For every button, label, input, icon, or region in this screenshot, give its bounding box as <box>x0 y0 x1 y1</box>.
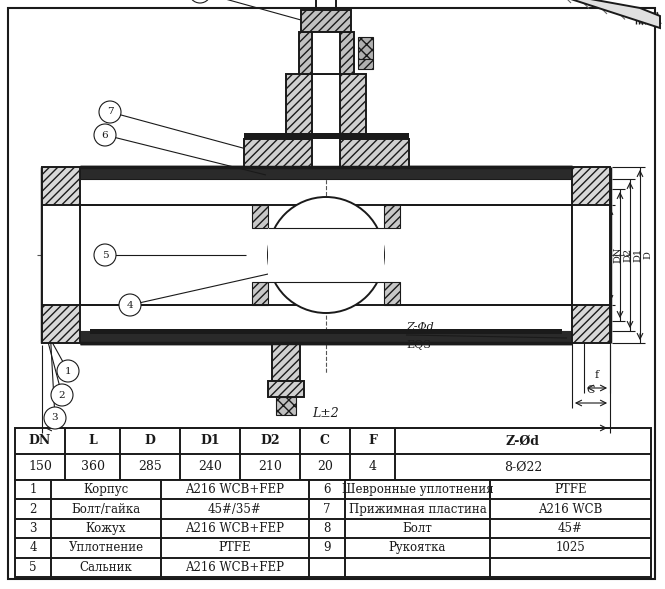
Bar <box>358 59 373 69</box>
Text: 240: 240 <box>198 461 222 474</box>
Bar <box>384 205 400 228</box>
Text: Прижимная пластина: Прижимная пластина <box>348 502 486 515</box>
Text: 3: 3 <box>29 522 37 535</box>
Bar <box>268 228 384 282</box>
Text: D1: D1 <box>200 435 220 448</box>
Bar <box>244 133 409 139</box>
Text: D: D <box>144 435 156 448</box>
Text: Рукоятка: Рукоятка <box>389 541 446 554</box>
Text: 9: 9 <box>323 541 331 554</box>
Bar <box>42 167 80 343</box>
Text: A216 WCB+FEP: A216 WCB+FEP <box>186 483 285 496</box>
Text: Кожух: Кожух <box>86 522 126 535</box>
Text: Сальник: Сальник <box>80 561 132 574</box>
Text: 7: 7 <box>323 502 331 515</box>
Text: 150: 150 <box>28 461 52 474</box>
Text: L±2: L±2 <box>313 407 339 420</box>
Text: f: f <box>595 370 599 380</box>
Text: D1: D1 <box>633 248 642 262</box>
Text: 3: 3 <box>52 413 59 422</box>
Text: 2: 2 <box>59 391 65 399</box>
Text: 4: 4 <box>368 461 376 474</box>
Text: 1: 1 <box>29 483 37 496</box>
Circle shape <box>119 294 141 316</box>
Text: A216 WCB: A216 WCB <box>538 502 602 515</box>
Bar <box>252 205 268 228</box>
Text: DN: DN <box>29 435 51 448</box>
Circle shape <box>99 101 121 123</box>
Text: 5: 5 <box>102 250 108 260</box>
Circle shape <box>57 360 79 382</box>
Text: 360: 360 <box>80 461 104 474</box>
Text: A216 WCB+FEP: A216 WCB+FEP <box>186 522 285 535</box>
Text: 20: 20 <box>317 461 333 474</box>
Bar <box>286 74 366 139</box>
Bar <box>572 205 610 305</box>
Bar <box>312 32 340 74</box>
Circle shape <box>268 197 384 313</box>
Bar <box>90 329 562 334</box>
Text: 285: 285 <box>138 461 162 474</box>
Text: 1025: 1025 <box>556 541 585 554</box>
Text: 2: 2 <box>29 502 37 515</box>
Text: 45#/35#: 45#/35# <box>208 502 262 515</box>
Bar <box>572 167 610 343</box>
Bar <box>15 480 651 577</box>
Bar <box>80 167 572 343</box>
Bar <box>301 10 351 32</box>
Text: D2: D2 <box>623 248 632 262</box>
Circle shape <box>94 124 116 146</box>
Text: Корпус: Корпус <box>83 483 128 496</box>
Circle shape <box>51 384 73 406</box>
Text: 6: 6 <box>102 131 108 140</box>
Bar <box>80 167 572 179</box>
Text: 8-Ø22: 8-Ø22 <box>504 461 542 474</box>
Text: Болт/гайка: Болт/гайка <box>71 502 140 515</box>
Text: C: C <box>587 385 595 395</box>
Text: Болт: Болт <box>402 522 432 535</box>
Bar <box>80 331 572 343</box>
Text: PTFE: PTFE <box>554 483 587 496</box>
Bar <box>276 397 296 415</box>
Bar <box>312 74 340 167</box>
Text: A216 WCB+FEP: A216 WCB+FEP <box>186 561 285 574</box>
Text: 4: 4 <box>127 300 133 309</box>
Polygon shape <box>305 0 660 28</box>
Text: 5: 5 <box>29 561 37 574</box>
Text: Шевронные уплотнения: Шевронные уплотнения <box>342 483 493 496</box>
Text: 1: 1 <box>65 366 71 376</box>
Circle shape <box>189 0 211 3</box>
Text: D: D <box>643 251 652 259</box>
Text: F: F <box>368 435 377 448</box>
Bar <box>252 282 268 305</box>
Text: PTFE: PTFE <box>219 541 251 554</box>
Text: 7: 7 <box>106 108 113 117</box>
Text: C: C <box>320 435 330 448</box>
Bar <box>42 205 80 305</box>
Bar <box>384 282 400 305</box>
Circle shape <box>44 407 66 429</box>
Circle shape <box>94 244 116 266</box>
Bar <box>15 428 651 480</box>
Text: DN: DN <box>613 247 622 263</box>
Text: 8: 8 <box>323 522 331 535</box>
Bar <box>299 32 354 74</box>
Bar <box>358 37 373 59</box>
Text: L: L <box>88 435 97 448</box>
Text: Уплотнение: Уплотнение <box>68 541 144 554</box>
Text: EQS: EQS <box>406 340 431 350</box>
Text: Z-Ød: Z-Ød <box>506 435 540 448</box>
Text: D2: D2 <box>260 435 280 448</box>
Bar <box>268 381 304 397</box>
Bar <box>244 139 409 167</box>
Text: 45#: 45# <box>558 522 583 535</box>
Bar <box>272 343 300 381</box>
Text: Z-Φd: Z-Φd <box>406 322 434 332</box>
Text: 210: 210 <box>258 461 282 474</box>
Bar <box>80 205 572 305</box>
Text: 6: 6 <box>323 483 331 496</box>
Text: 4: 4 <box>29 541 37 554</box>
